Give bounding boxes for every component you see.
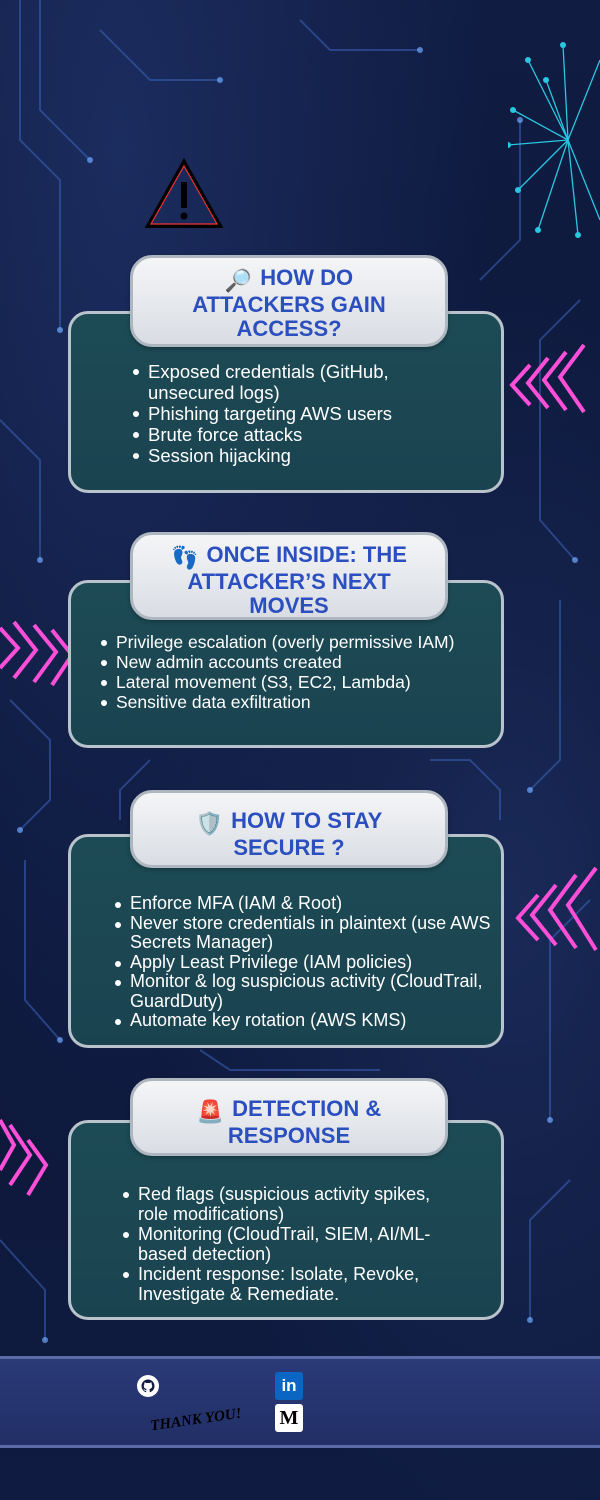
list-item: Lateral movement (S3, EC2, Lambda) (98, 672, 503, 692)
section-card (68, 834, 504, 1048)
list-item: Exposed credentials (GitHub, unsecured l… (130, 361, 460, 403)
shield-icon: 🛡️ (195, 811, 224, 836)
section-title: 👣 ONCE INSIDE: THE ATTACKER’S NEXT MOVES (130, 532, 448, 620)
list-item: Session hijacking (130, 445, 460, 466)
section-detection-response: 🚨 DETECTION & RESPONSE Red flags (suspici… (68, 1078, 504, 1322)
list-item: Apply Least Privilege (IAM policies) (112, 952, 492, 973)
github-icon[interactable] (136, 1374, 160, 1398)
section-title: 🚨 DETECTION & RESPONSE (130, 1078, 448, 1156)
list-item: Never store credentials in plaintext (us… (112, 913, 492, 953)
warning-icon (144, 158, 224, 228)
list-item: Enforce MFA (IAM & Root) (112, 893, 492, 914)
siren-icon: 🚨 (196, 1099, 225, 1124)
bullet-list: Exposed credentials (GitHub, unsecured l… (130, 361, 460, 466)
section-stay-secure: 🛡️ HOW TO STAY SECURE ? Enforce MFA (IAM … (68, 790, 504, 1050)
magnifier-icon: 🔎 (224, 268, 253, 293)
bullet-list: Privilege escalation (overly permissive … (98, 632, 503, 712)
starburst-graphic (508, 42, 600, 238)
list-item: New admin accounts created (98, 652, 503, 672)
section-attack-access: 🔎 HOW DO ATTACKERS GAIN ACCESS? Exposed c… (68, 255, 504, 495)
thank-you-signature: THANK YOU! (149, 1406, 242, 1435)
linkedin-icon[interactable]: in (275, 1372, 303, 1400)
svg-text:THANK YOU!: THANK YOU! (149, 1406, 242, 1435)
section-next-moves: 👣 ONCE INSIDE: THE ATTACKER’S NEXT MOVES … (68, 532, 504, 750)
list-item: Monitoring (CloudTrail, SIEM, AI/ML-base… (120, 1224, 460, 1264)
list-item: Privilege escalation (overly permissive … (98, 632, 503, 652)
footer-bar (0, 1356, 600, 1448)
list-item: Phishing targeting AWS users (130, 403, 460, 424)
list-item: Automate key rotation (AWS KMS) (112, 1010, 492, 1031)
list-item: Incident response: Isolate, Revoke, Inve… (120, 1264, 460, 1304)
bullet-list: Enforce MFA (IAM & Root) Never store cre… (112, 893, 492, 1031)
medium-icon[interactable]: M (275, 1404, 303, 1432)
bullet-list: Red flags (suspicious activity spikes, r… (120, 1184, 460, 1304)
section-title: 🔎 HOW DO ATTACKERS GAIN ACCESS? (130, 255, 448, 347)
list-item: Sensitive data exfiltration (98, 692, 503, 712)
list-item: Brute force attacks (130, 424, 460, 445)
list-item: Monitor & log suspicious activity (Cloud… (112, 971, 492, 1011)
footprints-icon: 👣 (171, 545, 199, 570)
list-item: Red flags (suspicious activity spikes, r… (120, 1184, 460, 1224)
section-title: 🛡️ HOW TO STAY SECURE ? (130, 790, 448, 868)
